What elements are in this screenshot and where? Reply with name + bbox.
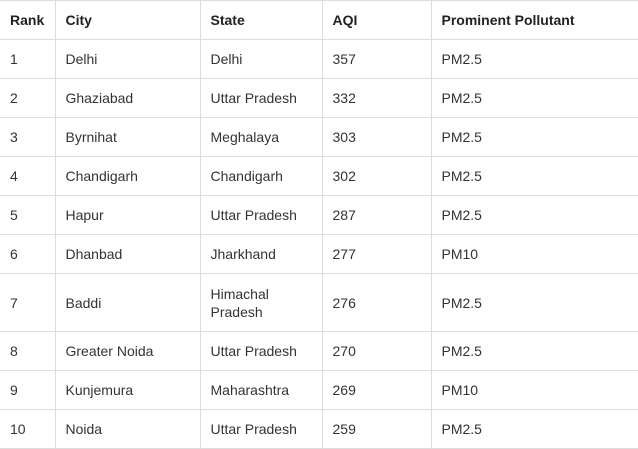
- cell-aqi: 269: [321, 370, 432, 410]
- cell-pollutant: PM2.5: [430, 409, 638, 449]
- cell-city: Baddi: [54, 273, 201, 332]
- cell-aqi: 303: [321, 117, 432, 157]
- cell-aqi: 276: [321, 273, 432, 332]
- cell-rank: 10: [0, 409, 56, 449]
- table-row: 6 Dhanbad Jharkhand 277 PM10: [0, 234, 638, 274]
- cell-pollutant: PM2.5: [430, 39, 638, 79]
- cell-rank: 2: [0, 78, 56, 118]
- cell-state: Meghalaya: [199, 117, 323, 157]
- column-header-rank: Rank: [0, 0, 56, 40]
- table-row: 7 Baddi Himachal Pradesh 276 PM2.5: [0, 273, 638, 332]
- cell-pollutant: PM10: [430, 370, 638, 410]
- cell-state: Chandigarh: [199, 156, 323, 196]
- cell-state: Jharkhand: [199, 234, 323, 274]
- cell-pollutant: PM10: [430, 234, 638, 274]
- cell-rank: 6: [0, 234, 56, 274]
- table-header-row: Rank City State AQI Prominent Pollutant: [0, 0, 638, 40]
- table-row: 8 Greater Noida Uttar Pradesh 270 PM2.5: [0, 331, 638, 371]
- cell-city: Ghaziabad: [54, 78, 201, 118]
- cell-aqi: 302: [321, 156, 432, 196]
- cell-city: Byrnihat: [54, 117, 201, 157]
- cell-city: Dhanbad: [54, 234, 201, 274]
- cell-rank: 5: [0, 195, 56, 235]
- cell-state: Uttar Pradesh: [199, 331, 323, 371]
- cell-state: Uttar Pradesh: [199, 195, 323, 235]
- cell-aqi: 270: [321, 331, 432, 371]
- column-header-pollutant: Prominent Pollutant: [430, 0, 638, 40]
- table-row: 1 Delhi Delhi 357 PM2.5: [0, 39, 638, 79]
- cell-aqi: 357: [321, 39, 432, 79]
- cell-city: Delhi: [54, 39, 201, 79]
- cell-rank: 8: [0, 331, 56, 371]
- cell-state: Maharashtra: [199, 370, 323, 410]
- cell-rank: 4: [0, 156, 56, 196]
- cell-state: Uttar Pradesh: [199, 78, 323, 118]
- cell-pollutant: PM2.5: [430, 331, 638, 371]
- column-header-state: State: [199, 0, 323, 40]
- cell-rank: 1: [0, 39, 56, 79]
- cell-state: Delhi: [199, 39, 323, 79]
- cell-pollutant: PM2.5: [430, 195, 638, 235]
- cell-aqi: 259: [321, 409, 432, 449]
- table-row: 2 Ghaziabad Uttar Pradesh 332 PM2.5: [0, 78, 638, 118]
- cell-pollutant: PM2.5: [430, 273, 638, 332]
- cell-city: Chandigarh: [54, 156, 201, 196]
- cell-aqi: 332: [321, 78, 432, 118]
- cell-aqi: 277: [321, 234, 432, 274]
- cell-city: Greater Noida: [54, 331, 201, 371]
- cell-city: Kunjemura: [54, 370, 201, 410]
- cell-rank: 3: [0, 117, 56, 157]
- cell-pollutant: PM2.5: [430, 78, 638, 118]
- cell-pollutant: PM2.5: [430, 117, 638, 157]
- table-row: 4 Chandigarh Chandigarh 302 PM2.5: [0, 156, 638, 196]
- cell-pollutant: PM2.5: [430, 156, 638, 196]
- cell-rank: 7: [0, 273, 56, 332]
- column-header-aqi: AQI: [321, 0, 432, 40]
- cell-state: Uttar Pradesh: [199, 409, 323, 449]
- cell-rank: 9: [0, 370, 56, 410]
- cell-state: Himachal Pradesh: [199, 273, 323, 332]
- cell-aqi: 287: [321, 195, 432, 235]
- table-row: 5 Hapur Uttar Pradesh 287 PM2.5: [0, 195, 638, 235]
- table-row: 3 Byrnihat Meghalaya 303 PM2.5: [0, 117, 638, 157]
- table-row: 10 Noida Uttar Pradesh 259 PM2.5: [0, 409, 638, 449]
- cell-city: Hapur: [54, 195, 201, 235]
- cell-city: Noida: [54, 409, 201, 449]
- table-row: 9 Kunjemura Maharashtra 269 PM10: [0, 370, 638, 410]
- column-header-city: City: [54, 0, 201, 40]
